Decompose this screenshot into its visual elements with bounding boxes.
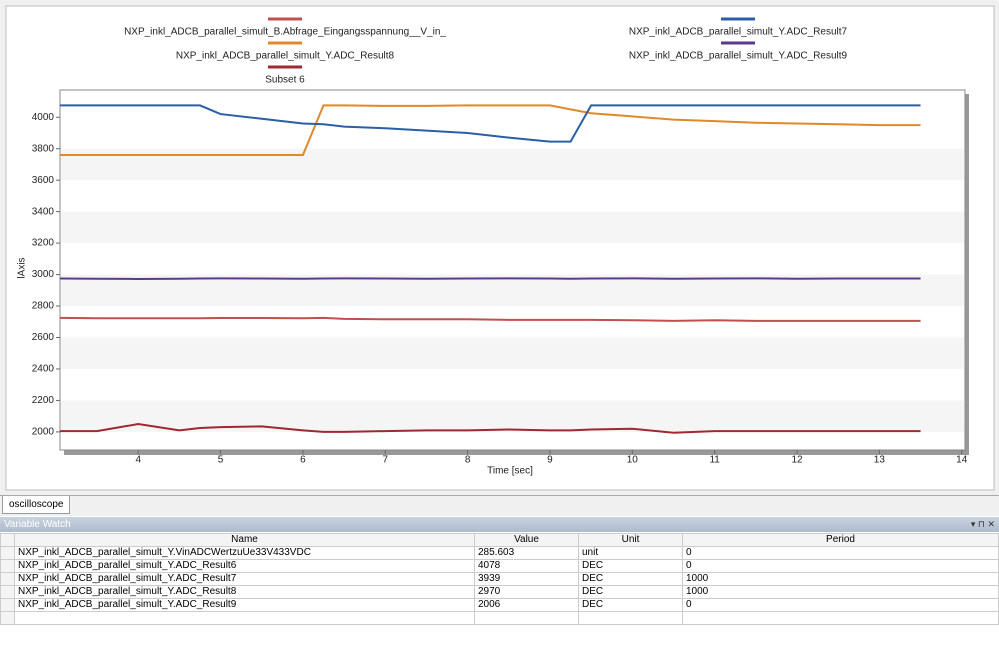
cell: 3939 xyxy=(474,572,579,586)
table-row: NXP_inkl_ADCB_parallel_simult_Y.ADC_Resu… xyxy=(0,572,999,586)
y-tick-label: 3200 xyxy=(32,238,55,249)
y-tick-label: 2400 xyxy=(32,364,55,375)
cell: 1000 xyxy=(682,572,999,586)
x-tick-label: 14 xyxy=(956,455,968,466)
cell: 2006 xyxy=(474,598,579,612)
x-tick-label: 6 xyxy=(300,455,306,466)
x-tick-label: 13 xyxy=(874,455,886,466)
x-tick-label: 9 xyxy=(547,455,553,466)
grid-band xyxy=(61,211,964,244)
series-line xyxy=(60,104,921,156)
y-tick-label: 3600 xyxy=(32,175,55,186)
y-tick-label: 2800 xyxy=(32,301,55,312)
cell: 1000 xyxy=(682,585,999,599)
series-line xyxy=(60,423,921,434)
column-header: Value xyxy=(474,533,579,547)
grid-band xyxy=(61,400,964,432)
cell: DEC xyxy=(578,585,683,599)
x-tick-label: 4 xyxy=(135,455,141,466)
legend-label: NXP_inkl_ADCB_parallel_simult_B.Abfrage_… xyxy=(124,27,446,38)
cell: NXP_inkl_ADCB_parallel_simult_Y.VinADCWe… xyxy=(14,546,475,560)
y-tick-label: 3000 xyxy=(32,269,55,280)
column-header: Name xyxy=(14,533,475,547)
row-header xyxy=(0,585,15,599)
x-tick-label: 11 xyxy=(709,455,720,466)
cell: NXP_inkl_ADCB_parallel_simult_Y.ADC_Resu… xyxy=(14,585,475,599)
series-line xyxy=(59,316,921,322)
cell: NXP_inkl_ADCB_parallel_simult_Y.ADC_Resu… xyxy=(14,572,475,586)
series-line xyxy=(59,277,921,280)
row-header xyxy=(0,533,15,547)
tab-bar: oscilloscope xyxy=(0,495,999,516)
panel-buttons[interactable]: ▾ ⊓ ✕ xyxy=(970,519,995,529)
y-tick-label: 2000 xyxy=(32,427,55,438)
header-row: Name Value Unit Period xyxy=(0,533,999,547)
legend-label: NXP_inkl_ADCB_parallel_simult_Y.ADC_Resu… xyxy=(629,27,848,38)
x-tick-label: 7 xyxy=(382,455,388,466)
x-tick-label: 8 xyxy=(465,455,471,466)
row-header xyxy=(0,598,15,612)
tab[interactable]: oscilloscope xyxy=(2,496,71,514)
row-header xyxy=(0,611,15,625)
cell: 0 xyxy=(682,598,999,612)
chart: Time [sec] lAxis 2000 2200 2400 2600 2800 300… xyxy=(0,0,999,495)
x-axis-label: Time [sec] xyxy=(487,466,533,477)
legend-label: NXP_inkl_ADCB_parallel_simult_Y.ADC_Resu… xyxy=(629,51,848,62)
cell xyxy=(682,611,999,625)
cell: 0 xyxy=(682,559,999,573)
cell: DEC xyxy=(578,598,683,612)
x-tick-label: 12 xyxy=(791,455,803,466)
cell: NXP_inkl_ADCB_parallel_simult_Y.ADC_Resu… xyxy=(14,559,475,573)
cell: 0 xyxy=(682,546,999,560)
y-tick-label: 2200 xyxy=(32,395,55,406)
cell: 285.603 xyxy=(474,546,579,560)
table-row: NXP_inkl_ADCB_parallel_simult_Y.VinADCWe… xyxy=(0,546,999,560)
cell: 4078 xyxy=(474,559,579,573)
column-header: Unit xyxy=(578,533,683,547)
legend-label: NXP_inkl_ADCB_parallel_simult_Y.ADC_Resu… xyxy=(176,51,395,62)
grid-band xyxy=(61,148,964,181)
column-header: Period xyxy=(682,533,999,547)
empty-row xyxy=(0,611,999,625)
row-header xyxy=(0,559,15,573)
legend-label: Subset 6 xyxy=(265,75,305,86)
y-tick-label: 3800 xyxy=(32,143,55,154)
row-header xyxy=(0,546,15,560)
cell: unit xyxy=(578,546,683,560)
cell: DEC xyxy=(578,572,683,586)
x-tick-label: 5 xyxy=(218,455,224,466)
series-line xyxy=(60,104,921,143)
panel-title: Variable Watch ▾ ⊓ ✕ xyxy=(0,517,999,532)
cell: NXP_inkl_ADCB_parallel_simult_Y.ADC_Resu… xyxy=(14,598,475,612)
table-row: NXP_inkl_ADCB_parallel_simult_Y.ADC_Resu… xyxy=(0,559,999,573)
cell: 2970 xyxy=(474,585,579,599)
y-axis-label: lAxis xyxy=(17,257,28,278)
grid-band xyxy=(61,337,964,369)
watch-table: Name Value Unit Period NXP_inkl_ADCB_paralle… xyxy=(0,533,999,625)
grid-band xyxy=(61,274,964,307)
y-tick-label: 3400 xyxy=(32,206,55,217)
panel-title-text: Variable Watch xyxy=(4,519,71,530)
cell xyxy=(14,611,475,625)
y-tick-label: 4000 xyxy=(32,112,55,123)
table-row: NXP_inkl_ADCB_parallel_simult_Y.ADC_Resu… xyxy=(0,585,999,599)
y-tick-label: 2600 xyxy=(32,332,55,343)
cell xyxy=(474,611,579,625)
table-row: NXP_inkl_ADCB_parallel_simult_Y.ADC_Resu… xyxy=(0,598,999,612)
plot-area xyxy=(59,89,966,451)
row-header xyxy=(0,572,15,586)
x-tick-label: 10 xyxy=(627,455,639,466)
cell: DEC xyxy=(578,559,683,573)
cell xyxy=(578,611,683,625)
